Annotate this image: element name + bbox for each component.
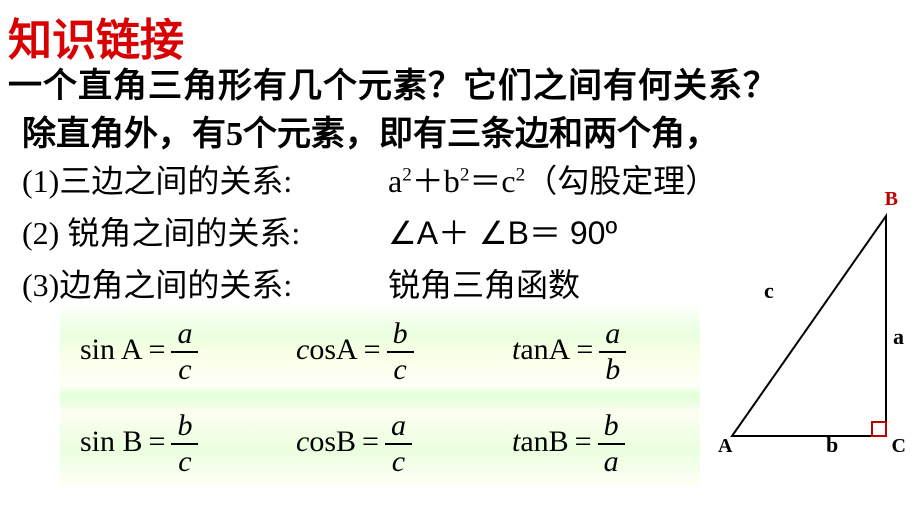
- sin-a-cell: sin A= ac: [80, 304, 198, 396]
- answer-text: 除直角外，有5个元素，即有三条边和两个角，: [22, 106, 719, 155]
- trig-row-a: sin A= ac cosA= bc tanA= ab: [60, 304, 700, 396]
- right-triangle-figure: A B C a b c: [718, 210, 902, 454]
- rel-angles-label: (2) 锐角之间的关系:: [22, 208, 300, 254]
- side-a-label: a: [893, 324, 904, 350]
- rel-edge-angle-formula: 锐角三角函数: [388, 260, 580, 306]
- vertex-b-label: B: [885, 188, 898, 211]
- trig-formula-grid: sin A= ac cosA= bc tanA= ab sin B= bc co…: [60, 304, 700, 488]
- side-c-label: c: [764, 278, 774, 304]
- rel-edge-angle-label: (3)边角之间的关系:: [22, 260, 292, 306]
- vertex-a-label: A: [718, 435, 732, 458]
- trig-row-b: sin B= bc cosB= ac tanB= ba: [60, 396, 700, 488]
- side-b-label: b: [826, 432, 838, 458]
- tan-b-cell: tanB= ba: [512, 396, 625, 488]
- question-text: 一个直角三角形有几个元素？它们之间有何关系？: [8, 58, 778, 107]
- rel-sides-formula: a2＋b2＝c2（勾股定理）: [388, 156, 717, 202]
- cos-a-cell: cosA= bc: [296, 304, 414, 396]
- vertex-c-label: C: [892, 435, 906, 458]
- cos-b-cell: cosB= ac: [296, 396, 412, 488]
- sin-b-cell: sin B= bc: [80, 396, 198, 488]
- triangle-svg: [718, 210, 902, 454]
- tan-a-cell: tanA= ab: [512, 304, 626, 396]
- rel-angles-formula: ∠A＋ ∠B＝ 90º: [388, 208, 617, 254]
- rel-sides-label: (1)三边之间的关系:: [22, 156, 292, 202]
